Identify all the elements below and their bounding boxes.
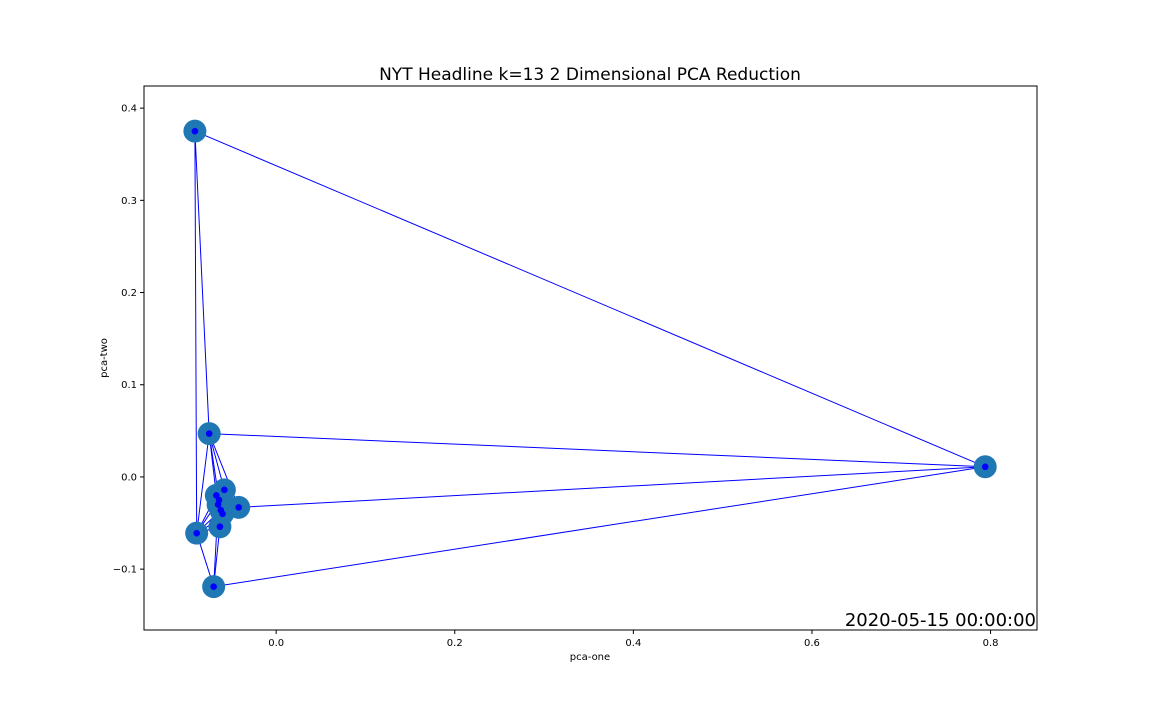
y-tick-label: 0.1 [121, 380, 137, 391]
data-point [216, 523, 224, 531]
y-axis-ticks: −0.1 0.0 0.1 0.2 0.3 0.4 [113, 104, 144, 576]
edge-line [194, 131, 198, 534]
plot-area [143, 85, 1038, 631]
edge-line [194, 131, 210, 434]
x-tick-label: 0.4 [625, 638, 641, 649]
x-tick-label: 0.0 [268, 638, 284, 649]
data-point [193, 529, 200, 537]
cluster-markers-layer [183, 119, 997, 599]
y-tick-label: −0.1 [113, 565, 137, 576]
y-tick-label: 0.0 [121, 472, 137, 483]
data-point [981, 463, 989, 471]
x-axis-label: pca-one [570, 652, 610, 663]
edge-line [209, 433, 986, 468]
data-point [205, 430, 213, 437]
data-point [221, 486, 228, 494]
x-axis-ticks: 0.0 0.2 0.4 0.6 0.8 [268, 630, 999, 649]
data-point [235, 504, 242, 511]
point-markers-layer [191, 127, 989, 590]
edge-line [194, 130, 986, 468]
y-axis-label: pca-two [99, 338, 110, 378]
data-point [191, 127, 199, 135]
edge-line [213, 466, 986, 588]
timestamp-label: 2020-05-15 00:00:00 [845, 610, 1036, 631]
chart-title: NYT Headline k=13 2 Dimensional PCA Redu… [379, 65, 801, 85]
x-tick-label: 0.6 [804, 638, 820, 649]
data-point [210, 583, 217, 590]
edge-line [196, 433, 210, 534]
y-tick-label: 0.4 [121, 104, 137, 115]
data-point [215, 496, 223, 504]
data-point [219, 510, 226, 518]
y-tick-label: 0.3 [121, 196, 137, 207]
y-tick-label: 0.2 [121, 288, 137, 299]
x-tick-label: 0.2 [447, 638, 463, 649]
x-tick-label: 0.8 [983, 638, 999, 649]
edge-line [238, 466, 986, 508]
edges-layer [194, 130, 986, 588]
